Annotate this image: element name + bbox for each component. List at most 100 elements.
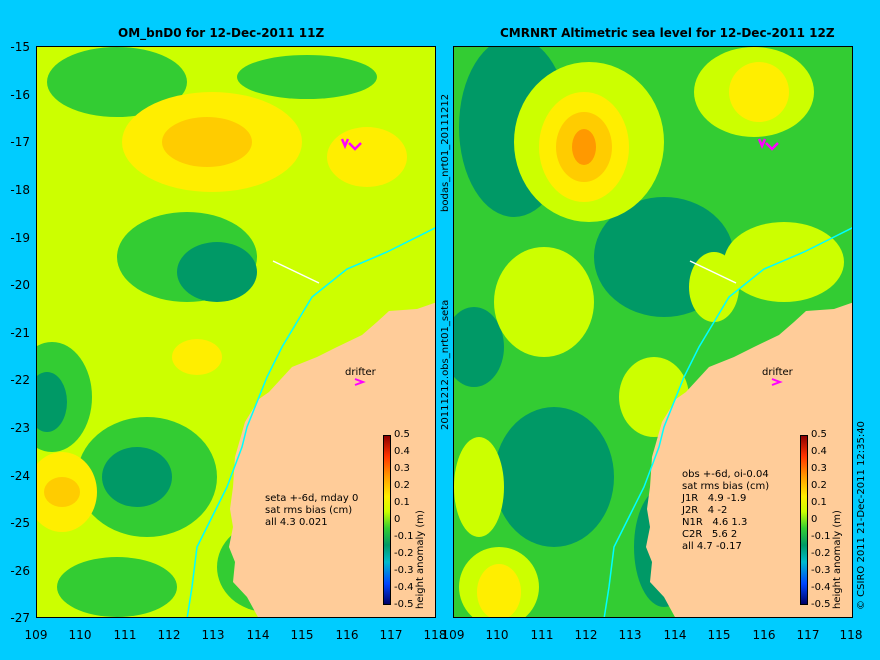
anomaly-low	[102, 447, 172, 507]
right-panel-title: CMRNRT Altimetric sea level for 12-Dec-2…	[500, 26, 835, 40]
colorbar-tick: 0.4	[394, 446, 410, 457]
colorbar-tick: -0.2	[394, 548, 414, 559]
x-tick-label: 109	[441, 628, 465, 642]
left-panel-title: OM_bnD0 for 12-Dec-2011 11Z	[118, 26, 325, 40]
left-map-svg	[37, 47, 435, 617]
drifter-track-icon	[340, 138, 362, 151]
y-tick-label: -23	[10, 421, 30, 435]
colorbar-tick: -0.5	[811, 599, 831, 610]
drifter-marker-icon	[354, 378, 366, 386]
anomaly-low	[237, 55, 377, 99]
y-tick-label: -15	[10, 40, 30, 54]
x-tick-label: 112	[574, 628, 598, 642]
stats-line: seta +-6d, mday 0	[265, 493, 359, 504]
drifter-label: drifter	[345, 367, 376, 378]
stats-line: sat rms bias (cm)	[682, 481, 770, 492]
model-run-label: bodas_nrt01_20111212	[440, 93, 451, 212]
x-tick-label: 109	[24, 628, 48, 642]
x-tick-label: 114	[246, 628, 270, 642]
y-tick-label: -25	[10, 516, 30, 530]
left-colorbar	[383, 435, 391, 605]
x-tick-label: 118	[839, 628, 863, 642]
x-tick-label: 116	[752, 628, 776, 642]
anomaly-high	[44, 477, 80, 507]
right-map-panel: drifter obs +-6d, oi-0.04 sat rms bias (…	[453, 46, 853, 618]
colorbar-tick: -0.1	[394, 531, 414, 542]
x-tick-label: 115	[290, 628, 314, 642]
stats-line: all 4.7 -0.17	[682, 541, 742, 552]
contour-line	[186, 227, 435, 617]
colorbar-tick: 0.5	[394, 429, 410, 440]
drifter-marker-icon	[771, 378, 783, 386]
transect-line	[689, 260, 737, 284]
y-tick-label: -18	[10, 183, 30, 197]
left-stats-block: seta +-6d, mday 0 sat rms bias (cm) all …	[265, 493, 358, 529]
colorbar-tick: 0	[811, 514, 818, 525]
drifter-track-icon	[757, 138, 779, 151]
colorbar-tick: 0.3	[811, 463, 827, 474]
anomaly-low	[177, 242, 257, 302]
x-tick-label: 111	[113, 628, 137, 642]
colorbar-tick: 0.2	[811, 480, 827, 491]
y-tick-label: -27	[10, 611, 30, 625]
anomaly-high	[477, 564, 521, 617]
x-tick-label: 110	[68, 628, 92, 642]
x-tick-label: 118	[423, 628, 447, 642]
x-tick-label: 117	[796, 628, 820, 642]
colorbar-tick: -0.3	[394, 565, 414, 576]
y-tick-label: -19	[10, 231, 30, 245]
x-tick-label: 115	[707, 628, 731, 642]
anomaly-low	[47, 47, 187, 117]
left-map-panel: drifter seta +-6d, mday 0 sat rms bias (…	[36, 46, 436, 618]
x-tick-label: 117	[379, 628, 403, 642]
anomaly-low	[57, 557, 177, 617]
contour-line	[603, 227, 852, 617]
right-map-svg	[454, 47, 852, 617]
colorbar-label: height anomaly (m)	[415, 510, 426, 609]
x-tick-label: 112	[157, 628, 181, 642]
colorbar-tick: -0.2	[811, 548, 831, 559]
colorbar-tick: -0.3	[811, 565, 831, 576]
anomaly-high	[572, 129, 596, 165]
x-tick-label: 116	[335, 628, 359, 642]
colorbar-tick: -0.1	[811, 531, 831, 542]
stats-line: sat rms bias (cm)	[265, 505, 353, 516]
anomaly-low	[494, 407, 614, 547]
colorbar-tick: 0.3	[394, 463, 410, 474]
x-tick-label: 113	[201, 628, 225, 642]
anomaly-high	[724, 222, 844, 302]
y-tick-label: -17	[10, 135, 30, 149]
y-tick-label: -21	[10, 326, 30, 340]
y-tick-label: -16	[10, 88, 30, 102]
colorbar-tick: 0.5	[811, 429, 827, 440]
anomaly-low	[37, 372, 67, 432]
anomaly-high	[327, 127, 407, 187]
colorbar-label: height anomaly (m)	[832, 510, 843, 609]
x-tick-label: 111	[530, 628, 554, 642]
transect-line	[272, 260, 320, 284]
credit-label: © CSIRO 2011 21-Dec-2011 12:35:40	[856, 421, 867, 610]
colorbar-tick: -0.4	[811, 582, 831, 593]
x-tick-label: 113	[618, 628, 642, 642]
y-tick-label: -20	[10, 278, 30, 292]
colorbar-tick: -0.4	[394, 582, 414, 593]
anomaly-high	[172, 339, 222, 375]
colorbar-tick: 0.1	[811, 497, 827, 508]
y-tick-label: -26	[10, 564, 30, 578]
colorbar-tick: 0.1	[394, 497, 410, 508]
y-tick-label: -22	[10, 373, 30, 387]
stats-line: J1R 4.9 -1.9	[682, 493, 747, 504]
colorbar-tick: 0.4	[811, 446, 827, 457]
y-tick-label: -24	[10, 469, 30, 483]
anomaly-high	[162, 117, 252, 167]
anomaly-high	[454, 437, 504, 537]
obs-run-label: 20111212.obs_nrt01_seta	[440, 299, 451, 430]
colorbar-tick: -0.5	[394, 599, 414, 610]
stats-line: all 4.3 0.021	[265, 517, 328, 528]
right-colorbar	[800, 435, 808, 605]
x-tick-label: 110	[485, 628, 509, 642]
x-tick-label: 114	[663, 628, 687, 642]
anomaly-high	[729, 62, 789, 122]
anomaly-high	[494, 247, 594, 357]
stats-line: C2R 5.6 2	[682, 529, 738, 540]
